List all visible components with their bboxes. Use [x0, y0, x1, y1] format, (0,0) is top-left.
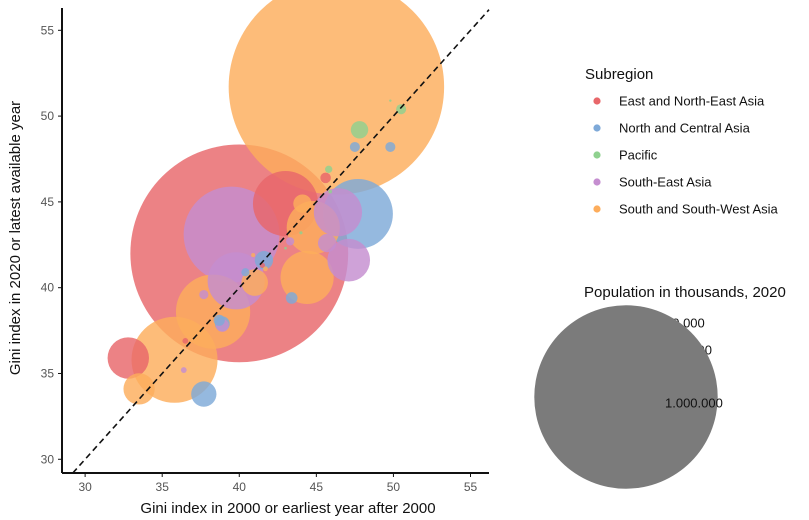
y-tick-label: 45: [41, 195, 55, 209]
legend-label: North and Central Asia: [619, 121, 751, 136]
x-axis-ticks: 30 35 40 45 50 55: [78, 473, 477, 494]
data-point-bubble: [251, 253, 256, 258]
data-point-bubble: [213, 314, 225, 326]
data-point-bubble: [191, 381, 217, 407]
y-axis-ticks: 30 35 40 45 50 55: [41, 23, 62, 466]
data-point-bubble: [107, 337, 149, 379]
data-point-bubble: [389, 99, 392, 102]
x-axis-title: Gini index in 2000 or earliest year afte…: [140, 500, 435, 517]
data-point-bubble: [313, 188, 363, 237]
population-legend: Population in thousands, 2020 10,000100.…: [534, 284, 786, 489]
x-tick-label: 30: [78, 480, 92, 494]
legend-label: South and South-West Asia: [619, 202, 779, 217]
legend-swatch: [593, 205, 601, 213]
y-tick-label: 35: [41, 366, 55, 380]
data-point-bubble: [385, 141, 396, 153]
y-axis-title: Gini index in 2020 or latest available y…: [7, 101, 24, 375]
data-point-bubble: [327, 238, 371, 282]
data-point-bubble: [320, 172, 331, 184]
data-point-bubble: [263, 266, 268, 272]
legend-label: Pacific: [619, 148, 658, 163]
data-point-bubble: [284, 246, 287, 250]
size-legend-label: 1.000.000: [665, 396, 723, 411]
reference-line: [72, 9, 490, 474]
data-point-bubble: [123, 373, 155, 405]
data-point-bubble: [299, 231, 303, 235]
x-tick-label: 35: [156, 480, 170, 494]
y-tick-label: 50: [41, 109, 55, 123]
population-legend-title: Population in thousands, 2020: [584, 284, 786, 301]
legend-label: South-East Asia: [619, 175, 712, 190]
data-point-bubble: [241, 269, 268, 296]
data-point-bubble: [328, 189, 333, 194]
x-tick-label: 40: [233, 480, 247, 494]
data-point-bubble: [285, 292, 298, 304]
data-point-bubble: [396, 104, 407, 115]
size-legend-bubble: [534, 305, 718, 489]
x-tick-label: 55: [464, 480, 478, 494]
legend-swatch: [593, 151, 601, 159]
data-point-bubble: [241, 268, 250, 277]
data-point-bubble: [350, 121, 369, 139]
x-tick-label: 50: [387, 480, 401, 494]
plot-area: [72, 0, 490, 474]
y-tick-label: 55: [41, 23, 55, 37]
data-point-bubble: [182, 337, 189, 344]
data-point-bubble: [199, 289, 209, 300]
subregion-legend: Subregion East and North-East Asia North …: [585, 66, 779, 217]
data-point-bubble: [293, 194, 312, 213]
legend-swatch: [593, 178, 601, 186]
y-tick-label: 30: [41, 452, 55, 466]
data-point-bubble: [180, 367, 187, 373]
legend-label: East and North-East Asia: [619, 94, 765, 109]
y-tick-label: 40: [41, 281, 55, 295]
subregion-legend-title: Subregion: [585, 66, 653, 83]
data-point-bubble: [286, 237, 295, 246]
data-point-bubble: [349, 141, 360, 153]
legend-swatch: [593, 124, 601, 132]
data-point-bubble: [280, 250, 334, 304]
data-point-bubble: [317, 233, 337, 253]
legend-swatch: [593, 97, 601, 105]
x-tick-label: 45: [310, 480, 324, 494]
data-point-bubble: [325, 165, 333, 173]
